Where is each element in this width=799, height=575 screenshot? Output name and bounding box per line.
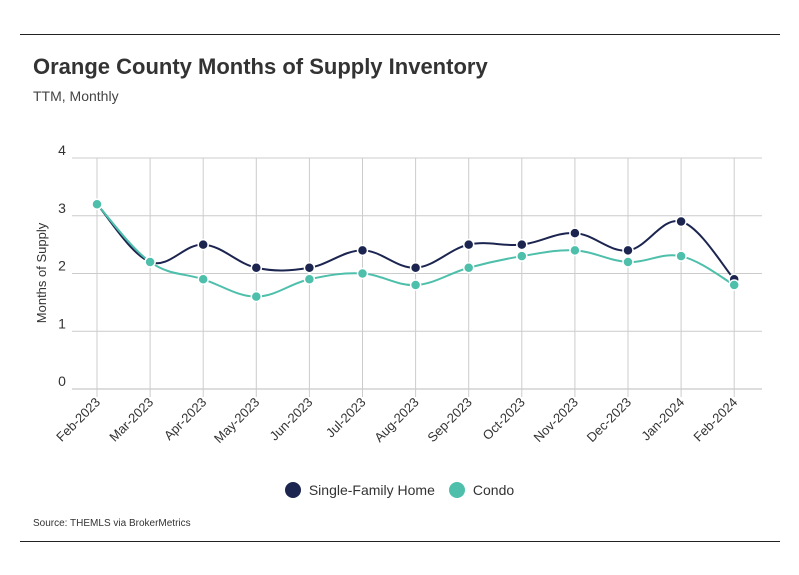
x-tick-label: May-2023 [211,395,262,446]
y-tick-labels: 0 1 2 3 4 [58,142,66,389]
data-point-series-1 [303,273,316,286]
y-tick-label: 3 [58,200,66,216]
y-tick-label: 2 [58,258,66,274]
y-tick-label: 1 [58,315,66,331]
data-point-series-1 [569,244,581,257]
data-point-series-1 [197,273,209,286]
data-point-series-1 [728,279,740,291]
data-point-series-0 [622,244,634,257]
data-point-series-0 [675,215,687,228]
legend-label-condo: Condo [472,482,515,498]
x-tick-label: Sep-2023 [424,395,474,445]
data-point-series-0 [516,238,528,251]
top-rule [20,34,780,35]
data-point-series-0 [356,244,369,257]
x-tick-label: Nov-2023 [531,395,581,445]
data-point-series-1 [462,261,475,274]
data-point-series-0 [462,238,475,251]
x-tick-label: Feb-2023 [53,395,103,445]
data-point-series-0 [197,238,209,251]
data-point-series-0 [303,261,316,274]
chart-subtitle: TTM, Monthly [33,88,119,104]
series-points [91,198,740,303]
data-point-series-1 [409,279,422,291]
data-point-series-1 [144,256,156,268]
y-tick-label: 4 [58,142,66,158]
x-tick-labels: Feb-2023 Mar-2023 Apr-2023 May-2023 Jun-2023… [53,395,740,446]
source-note: Source: THEMLS via BrokerMetrics [33,518,191,529]
legend: Single-Family Home Condo [0,482,799,498]
data-point-series-1 [622,256,634,268]
x-tick-label: Feb-2024 [690,395,740,445]
y-axis-label: Months of Supply [34,222,49,323]
y-tick-label: 0 [58,373,66,389]
data-point-series-1 [250,290,263,303]
x-tick-label: Dec-2023 [584,395,634,445]
data-point-series-1 [516,250,528,262]
data-point-series-0 [250,261,263,274]
legend-dot-condo [448,482,465,498]
x-tick-label: Oct-2023 [479,395,527,443]
x-tick-label: Jan-2024 [638,395,687,444]
x-tick-label: Apr-2023 [161,395,209,443]
x-tick-label: Jul-2023 [323,395,369,441]
x-tick-label: Aug-2023 [371,395,421,445]
bottom-rule [20,541,780,542]
legend-label-single-family: Single-Family Home [308,482,435,498]
data-point-series-0 [409,261,422,274]
data-point-series-0 [569,227,581,239]
grid-lines [72,157,762,397]
data-point-series-1 [675,250,687,262]
x-tick-label: Jun-2023 [267,395,316,444]
chart-title: Orange County Months of Supply Inventory [33,54,488,79]
legend-item-condo: Condo [448,482,515,498]
data-point-series-1 [356,267,369,280]
legend-item-single-family: Single-Family Home [284,482,435,498]
legend-dot-single-family [284,482,301,498]
data-point-series-1 [91,198,103,210]
x-tick-label: Mar-2023 [106,395,156,445]
